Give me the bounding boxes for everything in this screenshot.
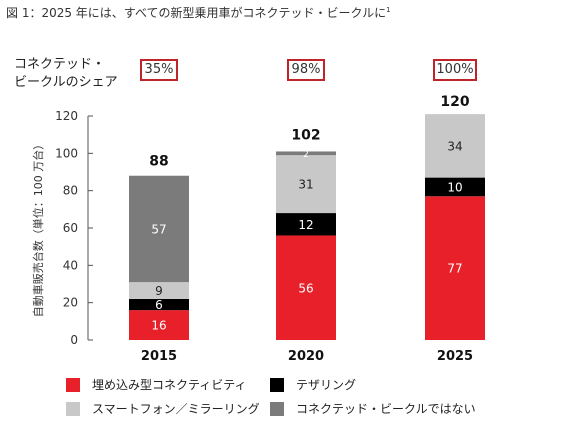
y-tick-label: 0 (70, 333, 78, 347)
x-tick-label-2020: 2020 (288, 349, 324, 364)
bar-segment-tethered-2015 (129, 298, 189, 311)
connected-share-label-line: コネクテッド・ (14, 57, 106, 72)
bar-segment-smartphone-2025 (425, 114, 485, 178)
bar-segment-smartphone-2020 (276, 155, 336, 214)
chart-title: 図 1：2025 年には、すべての新型乗用車がコネクテッド・ビークルに1 (6, 6, 391, 20)
legend-label-embedded: 埋め込み型コネクティビティ (92, 378, 247, 392)
bar-segment-embedded-2020 (276, 235, 336, 340)
y-tick-label: 100 (55, 146, 78, 160)
y-tick-label: 20 (63, 296, 78, 310)
bar-segment-not_connected-2020 (276, 151, 336, 156)
data-label-smartphone-2020: 31 (298, 178, 313, 192)
share-box-2015: 35% (140, 59, 178, 81)
x-tick-label-2015: 2015 (141, 349, 177, 364)
legend-item-smartphone: スマートフォン／ミラーリング (66, 400, 260, 417)
legend-swatch-tethered (270, 377, 284, 392)
data-label-embedded-2020: 56 (298, 281, 313, 295)
data-label-embedded-2015: 16 (151, 319, 166, 333)
bar-segment-embedded-2025 (425, 196, 485, 340)
data-label-not_connected-2015: 57 (151, 222, 166, 236)
bar-segment-embedded-2015 (129, 310, 189, 340)
bar-segment-smartphone-2015 (129, 282, 189, 299)
title-footnote-marker: 1 (386, 6, 391, 14)
share-box-2020: 98% (287, 59, 325, 81)
x-tick-label-2025: 2025 (437, 349, 473, 364)
legend-item-embedded: 埋め込み型コネクティビティ (66, 376, 247, 393)
connected-share-label-line: ビークルのシェア (14, 75, 118, 90)
legend-item-not-connected: コネクテッド・ビークルではない (270, 400, 476, 417)
connected-share-label: コネクテッド・ ビークルのシェア (14, 56, 118, 92)
legend-swatch-smartphone (66, 401, 80, 416)
y-tick-label: 80 (63, 184, 78, 198)
data-label-tethered-2025: 10 (447, 180, 462, 194)
data-label-smartphone-2025: 34 (447, 139, 462, 153)
y-axis-label: 自動車販売台数（単位：100 万台） (32, 138, 45, 318)
legend-label-not-connected: コネクテッド・ビークルではない (296, 402, 476, 416)
legend-swatch-embedded (66, 377, 80, 392)
legend-label-smartphone: スマートフォン／ミラーリング (92, 402, 260, 416)
total-label-2025: 120 (440, 94, 469, 110)
bar-segment-not_connected-2015 (129, 175, 189, 283)
bar-segment-tethered-2025 (425, 177, 485, 197)
data-label-smartphone-2015: 9 (155, 284, 163, 298)
share-box-2025: 100% (433, 59, 477, 81)
data-label-tethered-2015: 6 (155, 298, 163, 312)
data-label-embedded-2025: 77 (447, 262, 462, 276)
bar-segment-tethered-2020 (276, 213, 336, 236)
total-label-2020: 102 (291, 128, 320, 144)
legend-swatch-not-connected (270, 401, 284, 416)
y-tick-label: 120 (55, 109, 78, 123)
legend-item-tethered: テザリング (270, 376, 356, 393)
y-tick-label: 60 (63, 221, 78, 235)
data-label-not_connected-2020: 2 (303, 150, 309, 160)
total-label-2015: 88 (149, 154, 168, 170)
legend-label-tethered: テザリング (296, 378, 357, 392)
y-tick-label: 40 (63, 258, 78, 272)
data-label-tethered-2020: 12 (298, 218, 313, 232)
